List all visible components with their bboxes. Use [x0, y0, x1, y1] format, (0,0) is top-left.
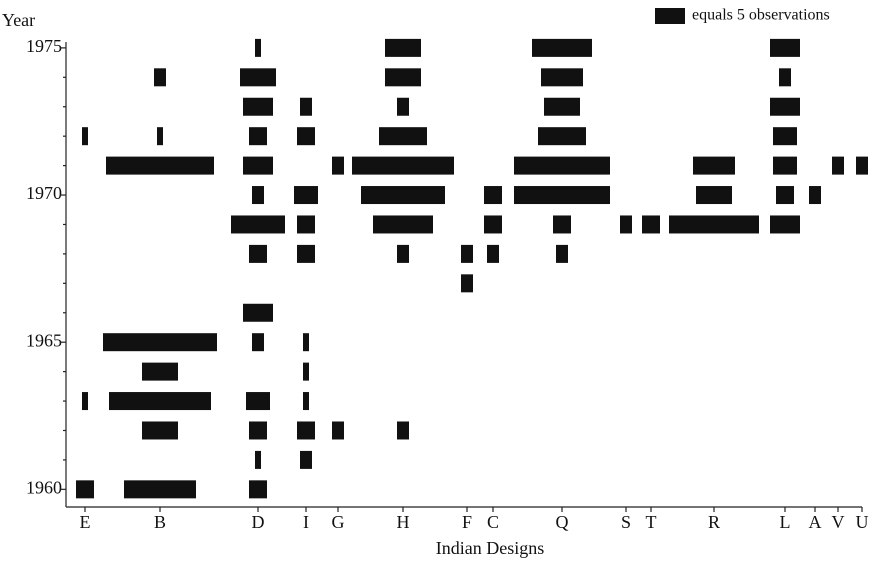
bar — [461, 274, 473, 293]
bar — [243, 303, 273, 322]
y-tick-label: 1975 — [26, 36, 62, 56]
x-axis-label: Indian Designs — [436, 538, 544, 558]
bar — [303, 362, 309, 381]
y-tick-label: 1960 — [26, 477, 62, 497]
bar — [252, 333, 264, 352]
bar — [397, 421, 409, 440]
bar — [770, 38, 800, 57]
bar — [240, 68, 276, 87]
y-tick-label: 1970 — [26, 183, 62, 203]
bar — [514, 156, 610, 175]
bar — [773, 127, 797, 146]
bar — [106, 156, 214, 175]
bar — [332, 421, 344, 440]
x-tick-label: H — [397, 512, 410, 532]
bar — [556, 244, 568, 263]
bar — [243, 156, 273, 175]
bar — [385, 38, 421, 57]
bar — [484, 186, 502, 205]
y-tick-label: 1965 — [26, 330, 62, 350]
bar — [297, 421, 315, 440]
bar — [642, 215, 660, 234]
bar — [553, 215, 571, 234]
x-tick-label: V — [832, 512, 845, 532]
bar — [484, 215, 502, 234]
bar — [243, 97, 273, 116]
bar — [255, 450, 261, 469]
bar — [773, 156, 797, 175]
bar — [332, 156, 344, 175]
bar — [249, 421, 267, 440]
bar — [776, 186, 794, 205]
x-tick-label: E — [80, 512, 91, 532]
x-tick-label: G — [332, 512, 345, 532]
bar — [297, 244, 315, 263]
bar — [249, 127, 267, 146]
legend-label: equals 5 observations — [692, 7, 830, 24]
bar — [770, 97, 800, 116]
bar — [696, 186, 732, 205]
bar — [487, 244, 499, 263]
bar — [541, 68, 583, 87]
x-tick-label: A — [809, 512, 822, 532]
bar — [246, 392, 270, 411]
bar — [544, 97, 580, 116]
bar — [249, 480, 267, 499]
bar — [385, 68, 421, 87]
y-axis-label: Year — [2, 10, 35, 30]
bar — [157, 127, 163, 146]
x-tick-label: S — [621, 512, 631, 532]
x-tick-label: L — [780, 512, 791, 532]
bar — [300, 97, 312, 116]
bar — [297, 215, 315, 234]
bar — [82, 392, 88, 411]
bar — [303, 392, 309, 411]
x-tick-label: R — [708, 512, 720, 532]
bar — [514, 186, 610, 205]
bar — [461, 244, 473, 263]
bar — [142, 421, 178, 440]
bar — [770, 215, 800, 234]
x-tick-label: T — [646, 512, 657, 532]
bar — [142, 362, 178, 381]
bar — [809, 186, 821, 205]
bar — [82, 127, 88, 146]
bar — [297, 127, 315, 146]
bar — [669, 215, 759, 234]
bar — [154, 68, 166, 87]
bar — [303, 333, 309, 352]
bar — [856, 156, 868, 175]
bar — [76, 480, 94, 499]
x-tick-label: B — [154, 512, 166, 532]
x-tick-label: F — [462, 512, 472, 532]
bar — [620, 215, 632, 234]
bar — [300, 450, 312, 469]
bar — [252, 186, 264, 205]
bar — [693, 156, 735, 175]
bar — [352, 156, 454, 175]
x-tick-label: D — [252, 512, 265, 532]
bar — [231, 215, 285, 234]
bar — [532, 38, 592, 57]
bar — [538, 127, 586, 146]
bar — [373, 215, 433, 234]
bar — [103, 333, 217, 352]
bar — [397, 244, 409, 263]
bar — [379, 127, 427, 146]
bar — [779, 68, 791, 87]
x-tick-label: I — [303, 512, 309, 532]
bar — [832, 156, 844, 175]
bar — [249, 244, 267, 263]
bar — [294, 186, 318, 205]
x-tick-label: U — [856, 512, 869, 532]
bar — [361, 186, 445, 205]
legend-swatch — [655, 8, 685, 24]
bar — [255, 38, 261, 57]
bar — [124, 480, 196, 499]
bar — [109, 392, 211, 411]
x-tick-label: C — [487, 512, 499, 532]
x-tick-label: Q — [556, 512, 569, 532]
bar — [397, 97, 409, 116]
